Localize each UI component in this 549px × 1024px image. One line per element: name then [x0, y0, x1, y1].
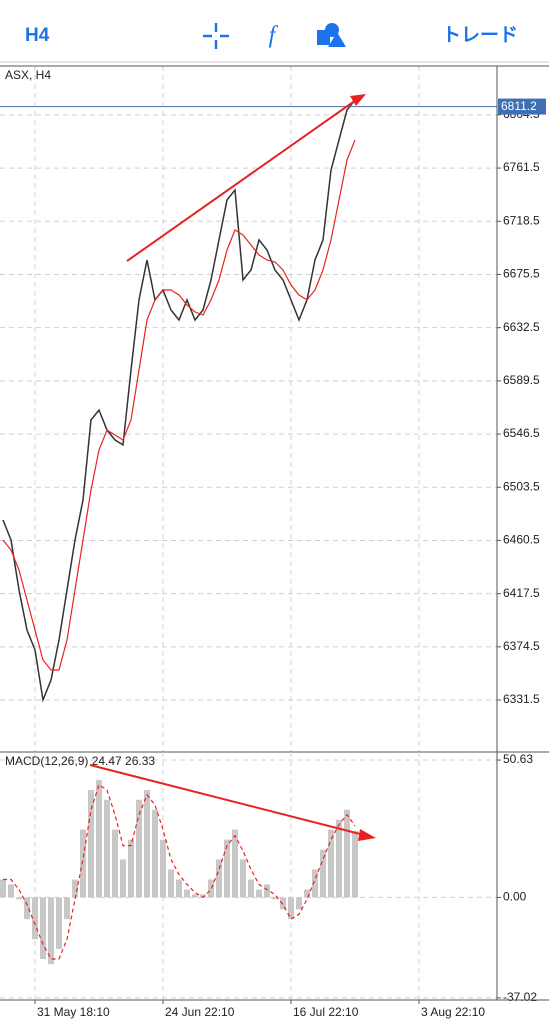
- chart: 6331.5 6374.5 6417.5 6460.5 6503.5 6546.5 6589…: [0, 65, 549, 1019]
- y-tick-label: 6761.5: [503, 160, 540, 174]
- macd-bar: [32, 897, 38, 940]
- macd-bar: [16, 897, 22, 900]
- macd-bar: [280, 897, 286, 910]
- pane-title: ASX, H4: [5, 68, 51, 82]
- x-tick-label: 24 Jun 22:10: [165, 1005, 235, 1019]
- macd-bar: [128, 839, 134, 898]
- macd-bar: [168, 869, 174, 898]
- macd-bar: [336, 819, 342, 898]
- y-tick-label: 50.63: [503, 752, 533, 766]
- arrow-head: [358, 829, 376, 841]
- timeframe-button[interactable]: H4: [25, 25, 50, 46]
- macd-bar: [240, 859, 246, 898]
- macd-bar: [88, 789, 94, 898]
- macd-bar: [232, 829, 238, 898]
- macd-bar: [120, 859, 126, 898]
- macd-bar: [24, 897, 30, 920]
- macd-bar: [320, 849, 326, 898]
- y-tick-label: 6589.5: [503, 373, 540, 387]
- y-tick-label: 6374.5: [503, 639, 540, 653]
- price-line: [2, 139, 356, 671]
- macd-bar: [264, 884, 270, 898]
- current-price-label: 6811.2: [501, 99, 537, 113]
- macd-bar: [152, 809, 158, 898]
- price-line: [2, 99, 356, 703]
- y-tick-label: 6417.5: [503, 586, 540, 600]
- macd-bar: [304, 889, 310, 898]
- macd-bar: [224, 839, 230, 898]
- y-tick-label: 6503.5: [503, 479, 540, 493]
- y-tick-label: 0.00: [503, 890, 527, 904]
- macd-bar: [8, 884, 14, 898]
- macd-bar: [288, 897, 294, 920]
- macd-bar: [0, 879, 6, 898]
- y-tick-label: 6546.5: [503, 426, 540, 440]
- indicator-icon[interactable]: f: [269, 23, 279, 49]
- x-tick-label: 31 May 18:10: [37, 1005, 110, 1019]
- trend-line: [89, 764, 365, 836]
- macd-bar: [296, 897, 302, 910]
- trend-arrows: [89, 94, 376, 841]
- x-tick-label: 3 Aug 22:10: [421, 1005, 485, 1019]
- macd-bar: [56, 897, 62, 949]
- signal-line: [3, 783, 356, 960]
- trade-button[interactable]: トレード: [442, 25, 518, 46]
- pane-title: MACD(12,26,9) 24.47 26.33: [5, 754, 155, 768]
- y-tick-label: -37.02: [503, 990, 537, 1004]
- macd-bar: [176, 879, 182, 898]
- macd-bar: [104, 799, 110, 898]
- macd-bar: [344, 809, 350, 898]
- macd-bar: [328, 829, 334, 898]
- macd-bar: [208, 879, 214, 898]
- macd-bar: [352, 831, 358, 898]
- y-tick-label: 6632.5: [503, 320, 540, 334]
- macd-bar: [248, 879, 254, 898]
- toolbar: H4 f トレード: [0, 23, 549, 63]
- y-tick-label: 6460.5: [503, 533, 540, 547]
- macd-bar: [256, 889, 262, 898]
- macd-bar: [312, 869, 318, 898]
- macd-bar: [184, 889, 190, 898]
- macd-bar: [160, 839, 166, 898]
- macd-bar: [40, 897, 46, 960]
- macd-bar: [144, 789, 150, 898]
- macd-bar: [112, 829, 118, 898]
- macd-bar: [216, 859, 222, 898]
- macd-bar: [200, 894, 206, 898]
- y-tick-label: 6675.5: [503, 267, 540, 281]
- macd-bar: [96, 779, 102, 898]
- macd-bar: [192, 894, 198, 898]
- y-tick-label: 6718.5: [503, 213, 540, 227]
- objects-icon[interactable]: [317, 23, 346, 47]
- trend-line: [126, 99, 357, 262]
- macd-bar: [136, 799, 142, 898]
- macd-bar: [64, 897, 70, 920]
- y-tick-label: 6331.5: [503, 692, 540, 706]
- crosshair-icon[interactable]: [203, 23, 229, 49]
- macd-bar: [272, 897, 278, 900]
- macd-bar: [80, 829, 86, 898]
- macd-bar: [72, 879, 78, 898]
- current-price-box: [498, 98, 546, 115]
- macd-bar: [48, 897, 54, 965]
- x-tick-label: 16 Jul 22:10: [293, 1005, 359, 1019]
- arrow-head: [350, 94, 366, 106]
